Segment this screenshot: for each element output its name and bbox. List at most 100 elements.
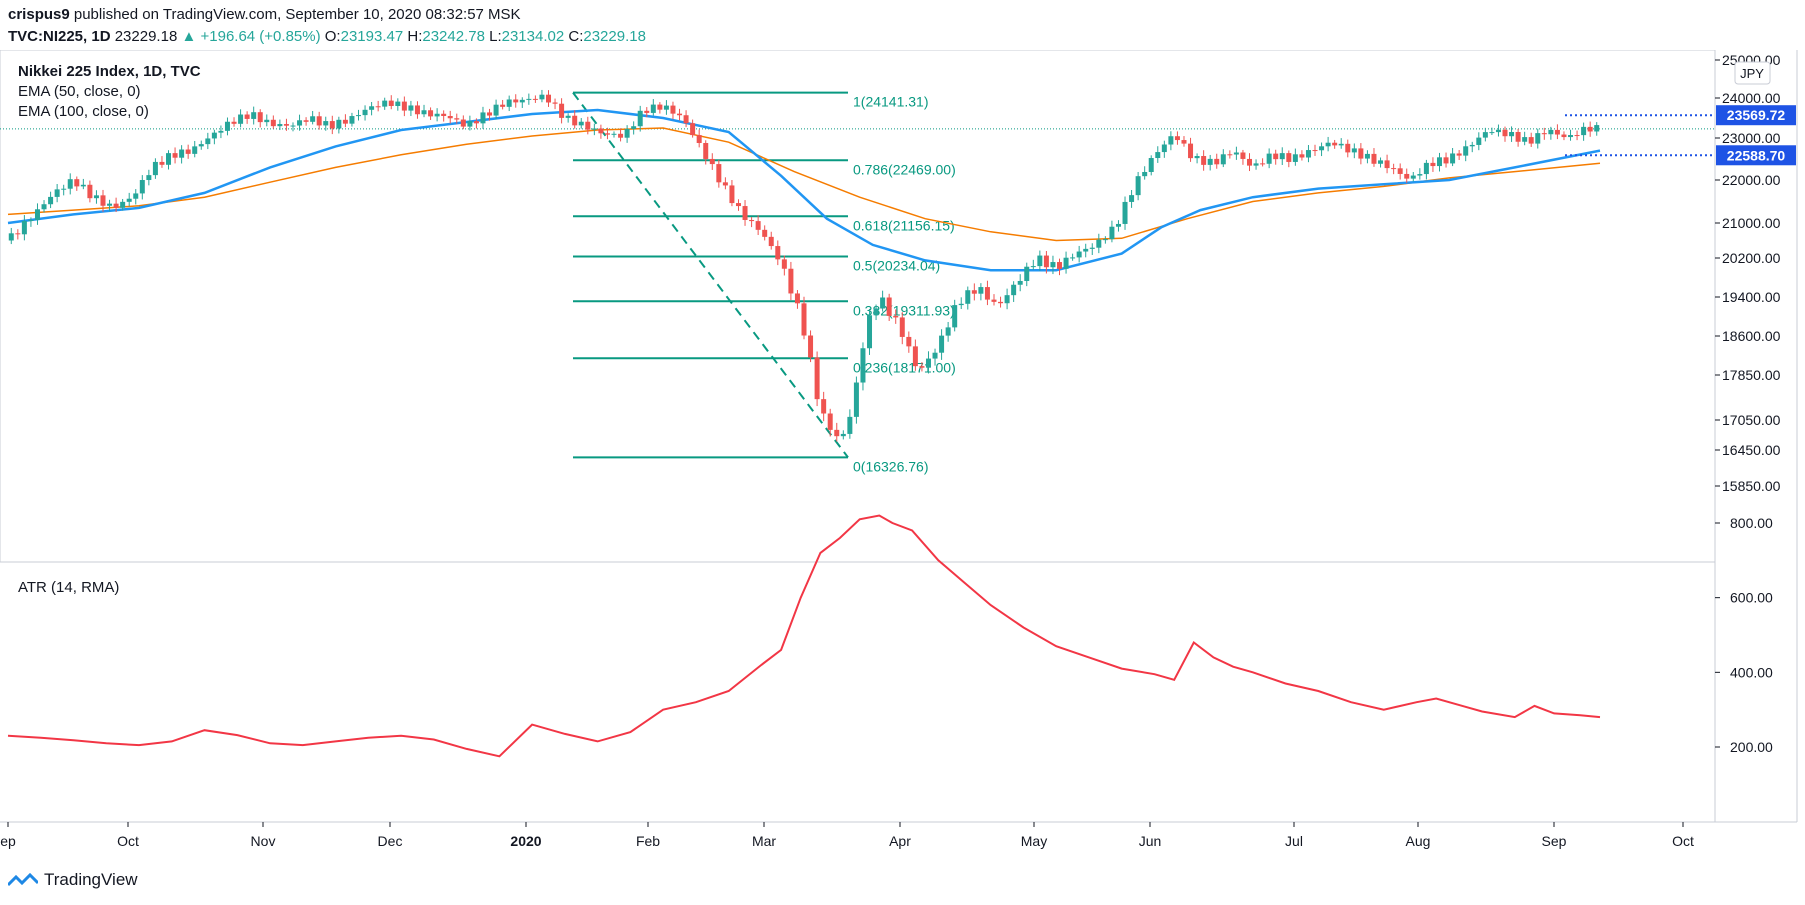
candle-body bbox=[1214, 158, 1220, 165]
time-tick-label: Jul bbox=[1285, 833, 1303, 849]
candle-body bbox=[893, 315, 899, 318]
candle-body bbox=[788, 268, 794, 294]
candle-body bbox=[565, 115, 571, 118]
candle-body bbox=[297, 120, 303, 126]
ema-50-line bbox=[7, 108, 1601, 272]
currency-button[interactable]: JPY bbox=[1734, 61, 1771, 85]
candle-body bbox=[1057, 262, 1063, 269]
author-name[interactable]: crispus9 bbox=[8, 6, 70, 23]
candle-body bbox=[133, 193, 139, 199]
publish-info: crispus9 published on TradingView.com, S… bbox=[8, 6, 521, 23]
atr-tick-label: 800.00 bbox=[1730, 515, 1773, 531]
candle-body bbox=[663, 105, 669, 110]
candle-body bbox=[1135, 176, 1141, 196]
fibonacci-retracement[interactable]: 1(24141.31) 0.786(22469.00) 0.618(21156.15… bbox=[0, 91, 1715, 475]
atr-path bbox=[7, 514, 1601, 758]
candle-body bbox=[703, 142, 709, 159]
time-tick-label: Jun bbox=[1139, 833, 1162, 849]
currency-label: JPY bbox=[1740, 66, 1764, 81]
high-value: 23242.78 bbox=[422, 28, 485, 45]
candle-body bbox=[572, 115, 578, 126]
candle-body bbox=[139, 180, 145, 194]
candle-body bbox=[493, 104, 499, 116]
candle-body bbox=[460, 119, 466, 127]
ema-100-path bbox=[7, 127, 1601, 242]
ema50-legend[interactable]: EMA (50, close, 0) bbox=[18, 83, 141, 100]
price-markers: 23569.72 22588.70 bbox=[1565, 105, 1796, 166]
candle-body bbox=[519, 99, 525, 103]
price-change: +196.64 (+0.85%) bbox=[200, 28, 321, 45]
price-marker-label: 22588.70 bbox=[1727, 147, 1786, 163]
candle-body bbox=[781, 259, 787, 269]
candle-body bbox=[1469, 144, 1475, 147]
candle-body bbox=[709, 158, 715, 165]
candle-body bbox=[591, 128, 597, 130]
candle-body bbox=[414, 105, 420, 115]
candle-body bbox=[218, 130, 224, 133]
candle-body bbox=[1142, 171, 1148, 177]
candle-body bbox=[545, 94, 551, 103]
price-axis-ticks[interactable]: 25000.0024000.0023000.0022000.0021000.00… bbox=[1715, 52, 1781, 494]
atr-legend[interactable]: ATR (14, RMA) bbox=[18, 579, 119, 596]
time-tick-label: Mar bbox=[752, 833, 776, 849]
atr-tick-label: 400.00 bbox=[1730, 664, 1773, 680]
tradingview-logo-icon bbox=[8, 873, 38, 887]
time-tick-label: Oct bbox=[1672, 833, 1694, 849]
ema100-legend[interactable]: EMA (100, close, 0) bbox=[18, 103, 149, 120]
candle-body bbox=[532, 98, 538, 100]
price-tick-label: 17850.00 bbox=[1722, 367, 1781, 383]
candle-body bbox=[342, 119, 348, 124]
candle-body bbox=[1436, 157, 1442, 167]
candle-body bbox=[1364, 153, 1370, 159]
chart-canvas[interactable]: 1(24141.31) 0.786(22469.00) 0.618(21156.15… bbox=[0, 50, 1805, 865]
time-axis-ticks[interactable]: ep Oct Nov Dec 2020 Feb Mar Apr May Jun Jul Aug Sep O… bbox=[0, 822, 1694, 849]
atr-axis-ticks[interactable]: 800.00 600.00 400.00 200.00 bbox=[1715, 515, 1773, 755]
candle-body bbox=[559, 103, 565, 118]
candle-body bbox=[1181, 140, 1187, 144]
candle-body bbox=[1502, 129, 1508, 137]
candle-body bbox=[1482, 132, 1488, 138]
candle-body bbox=[984, 287, 990, 300]
fib-trend-line bbox=[572, 92, 849, 458]
price-tick-label: 19400.00 bbox=[1722, 289, 1781, 305]
candle-body bbox=[1168, 136, 1174, 145]
tradingview-logo[interactable]: TradingView bbox=[8, 870, 138, 890]
candle-body bbox=[1332, 142, 1338, 146]
candle-body bbox=[1174, 136, 1180, 141]
candle-body bbox=[401, 101, 407, 111]
candle-body bbox=[166, 153, 172, 165]
candle-body bbox=[1325, 142, 1331, 147]
candle-body bbox=[1450, 153, 1456, 164]
candle-body bbox=[670, 105, 676, 114]
candle-body bbox=[834, 429, 840, 437]
high-label: H: bbox=[407, 28, 423, 45]
candle-body bbox=[650, 104, 656, 113]
candle-body bbox=[801, 303, 807, 336]
candle-body bbox=[1371, 153, 1377, 164]
candle-body bbox=[1574, 135, 1580, 137]
candle-body bbox=[677, 113, 683, 116]
candle-body bbox=[991, 299, 997, 302]
candle-body bbox=[1351, 148, 1357, 153]
candle-body bbox=[1463, 146, 1469, 156]
candle-body bbox=[283, 124, 289, 126]
candle-body bbox=[821, 399, 827, 414]
candle-body bbox=[971, 290, 977, 294]
price-tick-label: 22000.00 bbox=[1722, 172, 1781, 188]
close-label: C: bbox=[568, 28, 584, 45]
published-text: published on TradingView.com, September … bbox=[73, 6, 521, 23]
candle-body bbox=[1050, 262, 1056, 268]
candle-body bbox=[1246, 158, 1252, 166]
candle-body bbox=[1397, 168, 1403, 174]
candle-body bbox=[264, 119, 270, 123]
price-tick-label: 24000.00 bbox=[1722, 90, 1781, 106]
candle-body bbox=[329, 121, 335, 129]
atr-line bbox=[7, 514, 1601, 758]
price-marker-badge bbox=[1716, 105, 1796, 126]
candle-body bbox=[722, 182, 728, 186]
time-tick-label: May bbox=[1021, 833, 1047, 849]
candle-body bbox=[814, 357, 820, 400]
fib-level-label: 1(24141.31) bbox=[853, 94, 929, 110]
candle-body bbox=[1227, 154, 1233, 156]
candle-body bbox=[238, 114, 244, 124]
